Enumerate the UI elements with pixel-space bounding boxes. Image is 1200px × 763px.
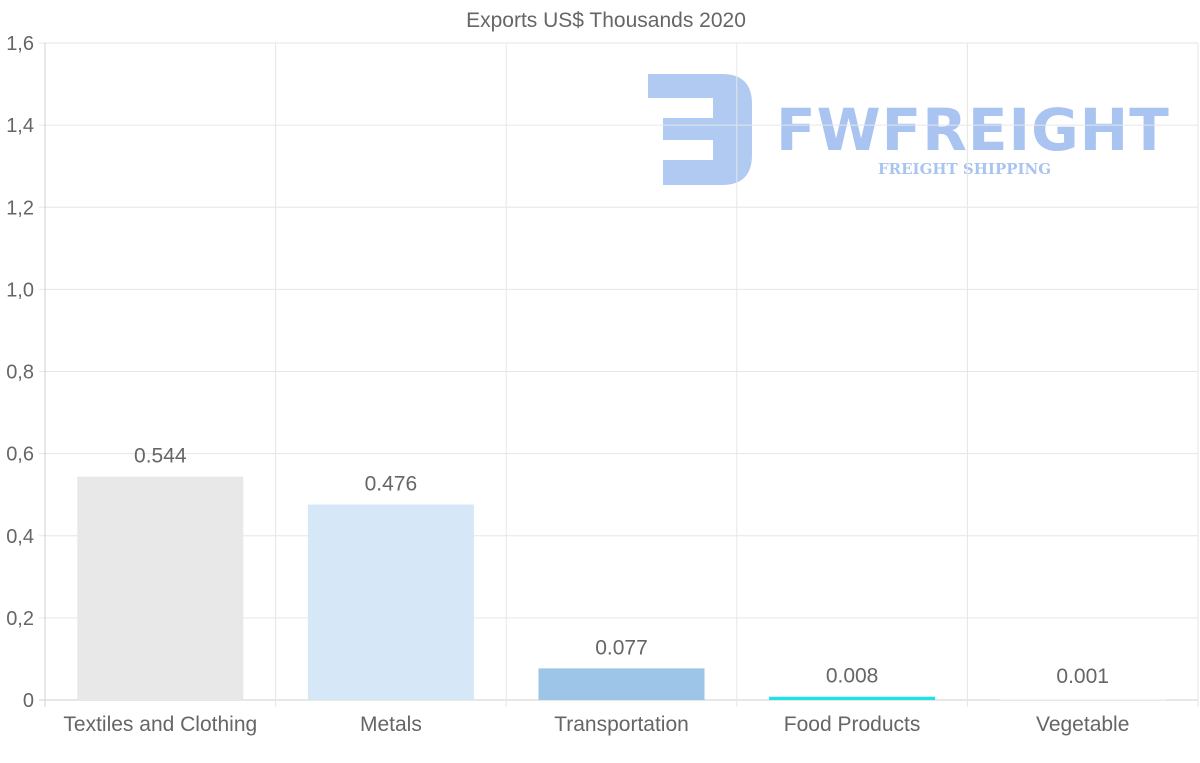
y-tick-label: 0 xyxy=(23,690,34,712)
x-category-label: Vegetable xyxy=(1036,713,1129,736)
x-axis: Textiles and Clothing Metals Transportatio… xyxy=(63,713,1129,736)
y-tick-label: 0,2 xyxy=(6,608,34,630)
watermark-tagline: FREIGHT SHIPPING xyxy=(878,160,1051,178)
bar-value-label: 0.077 xyxy=(595,636,648,659)
bar-food-products[interactable] xyxy=(769,696,936,700)
bar-value-label: 0.544 xyxy=(134,445,187,468)
fwfreight-logo-icon xyxy=(648,74,752,185)
y-tick-label: 1,4 xyxy=(6,115,34,137)
bars xyxy=(77,476,1166,700)
chart-title: Exports US$ Thousands 2020 xyxy=(466,9,746,32)
y-axis: 0 0,2 0,4 0,6 0,8 1,0 1,2 1,4 1,6 xyxy=(6,33,34,712)
gridlines xyxy=(39,42,1199,707)
y-tick-label: 1,0 xyxy=(6,279,34,301)
bar-value-label: 0.008 xyxy=(826,665,879,688)
y-tick-label: 0,4 xyxy=(6,526,34,548)
watermark-brand: FWFREIGHT xyxy=(776,96,1170,164)
bar-textiles-and-clothing[interactable] xyxy=(77,476,244,700)
x-category-label: Transportation xyxy=(554,713,689,736)
y-tick-label: 1,6 xyxy=(6,33,34,55)
y-tick-label: 0,8 xyxy=(6,362,34,384)
x-category-label: Metals xyxy=(360,713,422,736)
y-tick-label: 0,6 xyxy=(6,444,34,466)
bar-transportation[interactable] xyxy=(538,668,705,700)
bar-value-label: 0.476 xyxy=(365,473,418,496)
fwfreight-watermark: FWFREIGHT FREIGHT SHIPPING xyxy=(648,74,1170,185)
y-tick-label: 1,2 xyxy=(6,197,34,219)
bar-metals[interactable] xyxy=(307,504,474,700)
x-category-label: Food Products xyxy=(784,713,921,736)
bar-value-label: 0.001 xyxy=(1056,665,1109,688)
value-labels: 0.544 0.476 0.077 0.008 0.001 xyxy=(134,445,1109,688)
x-category-label: Textiles and Clothing xyxy=(63,713,257,736)
